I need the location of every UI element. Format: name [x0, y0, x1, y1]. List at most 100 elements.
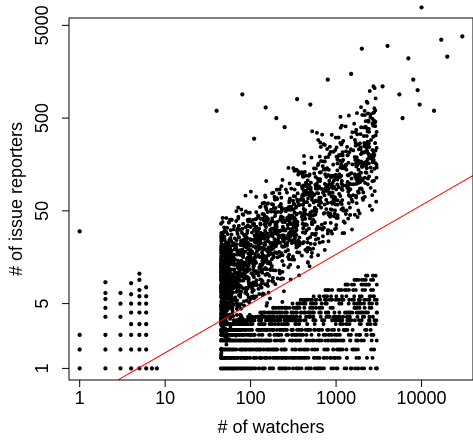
data-point	[219, 282, 223, 287]
data-point	[331, 347, 336, 352]
data-point	[305, 328, 310, 332]
data-point	[247, 244, 252, 248]
data-point	[359, 152, 363, 157]
data-point	[368, 322, 372, 327]
data-point	[336, 135, 341, 140]
data-point	[320, 164, 325, 169]
data-point	[306, 366, 311, 371]
data-point	[77, 347, 82, 352]
data-point	[280, 347, 284, 352]
data-point	[266, 245, 271, 250]
data-point	[345, 328, 350, 332]
data-point	[236, 258, 240, 263]
data-point	[271, 275, 275, 280]
data-point	[369, 332, 374, 337]
data-point	[288, 318, 293, 323]
data-point	[369, 347, 374, 352]
data-point	[302, 161, 307, 165]
data-point	[260, 233, 265, 238]
data-point	[295, 197, 299, 202]
data-point	[274, 328, 279, 332]
data-point	[362, 125, 366, 130]
data-point	[154, 366, 159, 371]
data-point	[323, 221, 327, 225]
data-point	[234, 219, 239, 223]
data-point	[357, 186, 362, 191]
data-point	[274, 242, 279, 247]
data-point	[251, 264, 256, 269]
data-point	[316, 332, 321, 337]
data-point	[283, 249, 288, 254]
data-point	[371, 314, 375, 319]
data-point	[334, 366, 339, 371]
data-point	[240, 322, 245, 327]
data-point	[271, 355, 275, 360]
data-point	[225, 276, 229, 281]
data-point	[252, 136, 257, 141]
data-point	[261, 347, 266, 352]
data-point	[270, 216, 275, 221]
data-point	[257, 238, 262, 243]
data-point	[118, 314, 123, 319]
data-point	[219, 239, 224, 243]
data-point	[332, 328, 336, 332]
data-point	[288, 215, 293, 220]
data-point	[295, 250, 300, 255]
data-point	[349, 318, 354, 323]
data-point	[353, 138, 357, 142]
data-point	[129, 292, 134, 297]
data-point	[273, 355, 278, 360]
data-point	[241, 221, 246, 226]
data-point	[256, 286, 261, 291]
data-point	[354, 355, 359, 360]
data-point	[329, 184, 334, 189]
data-point	[364, 99, 369, 104]
data-point	[337, 192, 342, 196]
data-point	[285, 206, 290, 211]
data-point	[293, 235, 297, 240]
data-point	[235, 355, 240, 360]
data-point	[260, 245, 265, 250]
data-point	[280, 259, 285, 263]
data-point	[362, 301, 366, 306]
data-point	[344, 322, 349, 327]
data-point	[356, 278, 361, 282]
data-point	[242, 338, 247, 343]
data-point	[338, 141, 343, 145]
data-point	[340, 322, 345, 327]
data-point	[240, 347, 244, 352]
data-point	[251, 259, 256, 264]
data-point	[277, 191, 282, 196]
data-point	[292, 219, 297, 224]
data-point	[361, 190, 366, 195]
data-point	[247, 332, 252, 337]
data-point	[368, 185, 373, 190]
data-point	[246, 328, 251, 332]
data-point	[299, 366, 304, 371]
data-point	[77, 332, 82, 337]
data-point	[281, 338, 286, 343]
data-point	[291, 231, 295, 236]
data-point	[335, 216, 340, 220]
data-point	[321, 225, 326, 230]
data-point	[347, 150, 352, 155]
data-point	[264, 283, 269, 287]
data-point	[220, 347, 225, 352]
data-point	[350, 282, 354, 287]
data-point	[340, 198, 345, 203]
data-point	[339, 162, 344, 167]
data-point	[129, 310, 134, 315]
data-point	[310, 195, 314, 200]
data-point	[297, 181, 301, 186]
data-point	[247, 283, 252, 288]
data-point	[286, 218, 291, 223]
data-point	[311, 318, 316, 323]
data-point	[144, 366, 149, 371]
data-point	[320, 328, 324, 332]
data-point	[374, 318, 379, 323]
data-point	[365, 355, 369, 360]
data-point	[254, 347, 259, 352]
data-point	[306, 355, 311, 360]
data-point	[129, 301, 134, 306]
data-point	[345, 355, 349, 360]
